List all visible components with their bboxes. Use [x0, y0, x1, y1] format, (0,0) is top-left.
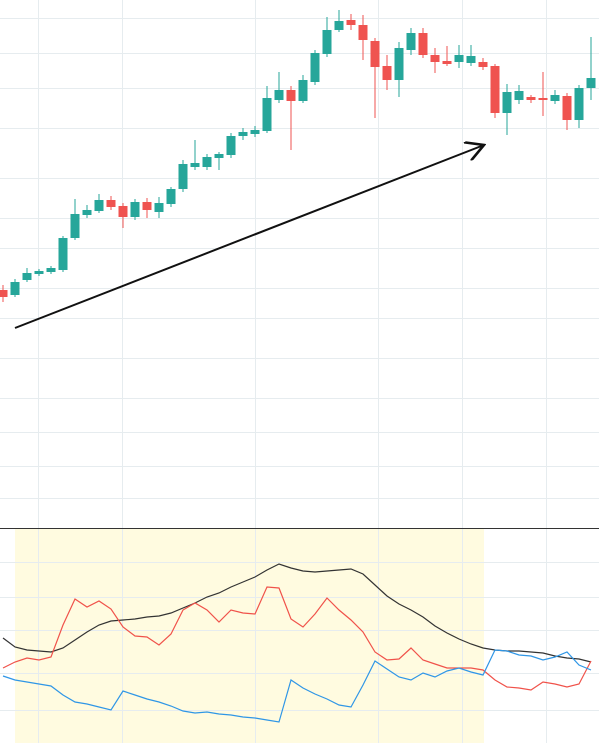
candle-body [586, 78, 596, 88]
trend-arrow [14, 145, 484, 329]
candle-body [406, 33, 416, 50]
candle-body [430, 55, 440, 62]
candle-body [274, 90, 284, 100]
candle-body [130, 202, 140, 217]
candle-body [34, 271, 44, 274]
candle-body [454, 55, 464, 62]
candle-body [46, 268, 56, 272]
indicator-line [2, 586, 592, 691]
candle-body [370, 41, 380, 67]
candle-body [226, 136, 236, 155]
candle-body [466, 56, 476, 63]
candle-body [394, 48, 404, 80]
candle-body [526, 97, 536, 100]
candle-body [22, 273, 32, 280]
candle-body [310, 53, 320, 82]
candle-body [514, 91, 524, 100]
candle-body [0, 290, 8, 297]
candle-body [70, 214, 80, 238]
candle-body [574, 88, 584, 120]
candle-body [190, 163, 200, 167]
candle-body [118, 206, 128, 217]
candle-body [142, 202, 152, 210]
candle-body [178, 164, 188, 189]
indicator-line [2, 563, 592, 663]
candle-body [166, 189, 176, 204]
highlight-region [15, 529, 484, 743]
candle-body [298, 80, 308, 101]
candle-body [346, 20, 356, 25]
candle-body [238, 132, 248, 136]
candle-body [202, 157, 212, 167]
candle-body [286, 90, 296, 101]
candle-body [322, 30, 332, 54]
candle-body [106, 200, 116, 207]
candle-body [538, 98, 548, 100]
candle-body [502, 92, 512, 113]
indicator-panel [2, 563, 592, 723]
candle-body [490, 66, 500, 113]
candle-body [154, 203, 164, 212]
candle-body [442, 61, 452, 64]
candle-body [214, 154, 224, 158]
candle-body [382, 66, 392, 80]
price-panel [0, 10, 596, 302]
candle-body [418, 33, 428, 55]
candle-body [262, 98, 272, 131]
candle-body [562, 96, 572, 120]
candle-body [478, 62, 488, 67]
candle-body [358, 25, 368, 40]
indicator-line [2, 649, 592, 723]
candle-body [58, 238, 68, 270]
candle-body [10, 282, 20, 295]
candle-body [334, 21, 344, 30]
candle-body [250, 130, 260, 134]
candle-body [94, 200, 104, 211]
candle-body [550, 95, 560, 101]
candle-body [82, 210, 92, 215]
